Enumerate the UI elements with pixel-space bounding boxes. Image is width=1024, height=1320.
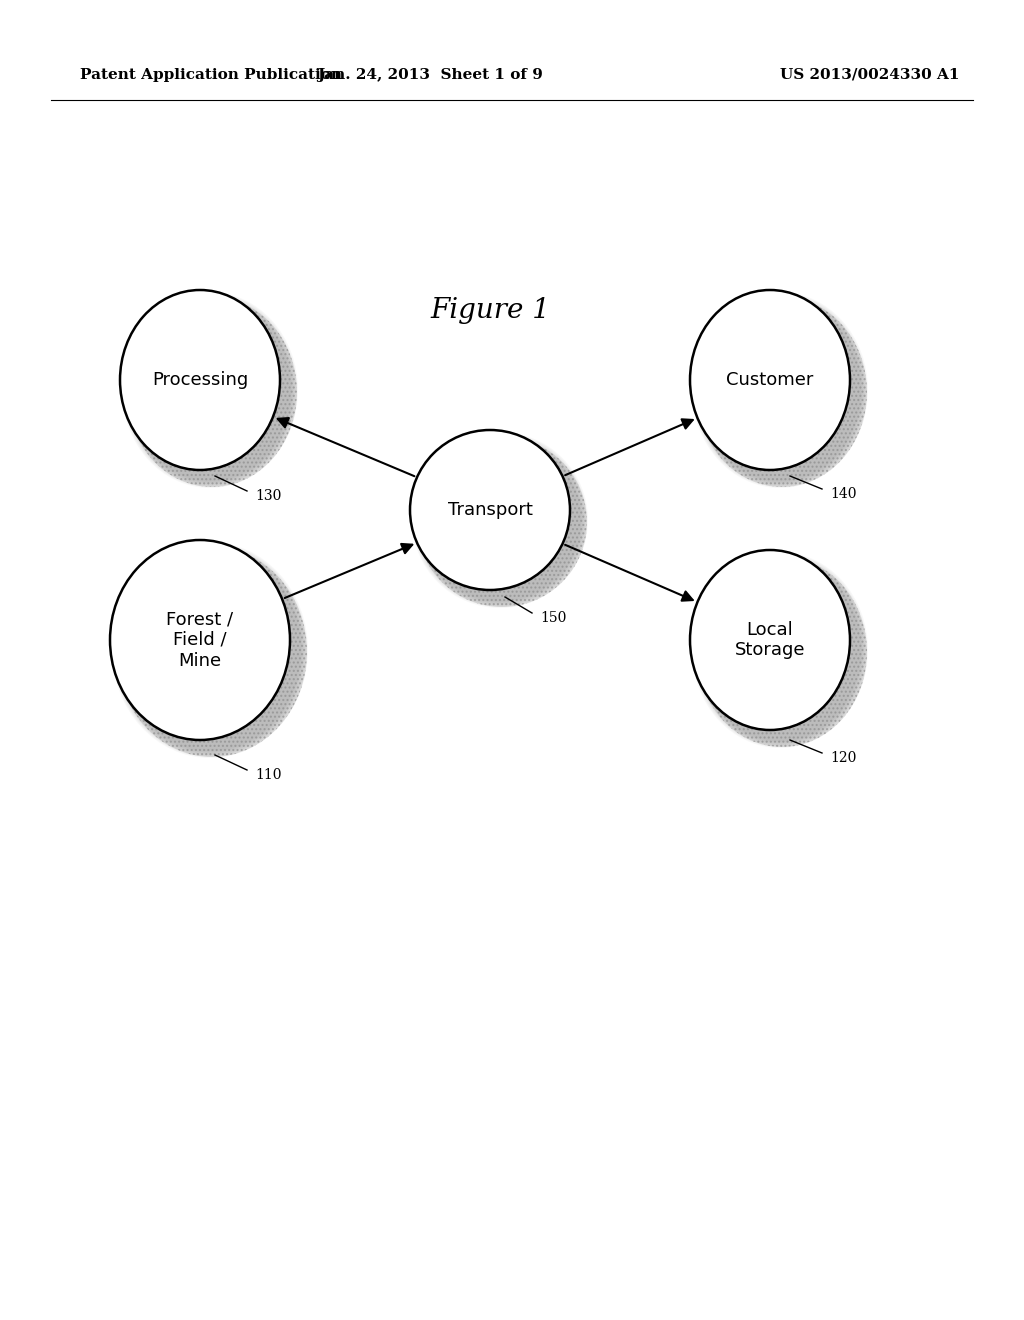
Ellipse shape: [695, 294, 865, 484]
Ellipse shape: [414, 434, 586, 606]
Ellipse shape: [698, 298, 862, 482]
Ellipse shape: [120, 290, 280, 470]
Ellipse shape: [117, 546, 303, 752]
Text: Jan. 24, 2013  Sheet 1 of 9: Jan. 24, 2013 Sheet 1 of 9: [317, 69, 543, 82]
Ellipse shape: [690, 550, 850, 730]
Ellipse shape: [117, 546, 307, 756]
Ellipse shape: [122, 292, 298, 488]
Ellipse shape: [417, 437, 583, 603]
Ellipse shape: [123, 293, 297, 487]
Text: Transport: Transport: [447, 502, 532, 519]
Ellipse shape: [415, 436, 585, 605]
Ellipse shape: [119, 549, 301, 751]
Ellipse shape: [124, 294, 296, 486]
Ellipse shape: [697, 557, 867, 747]
Ellipse shape: [695, 554, 865, 744]
Ellipse shape: [692, 552, 868, 748]
Ellipse shape: [114, 544, 306, 756]
Ellipse shape: [113, 543, 307, 756]
Text: 110: 110: [255, 768, 282, 781]
Ellipse shape: [129, 300, 291, 480]
Ellipse shape: [126, 296, 294, 484]
Ellipse shape: [693, 553, 867, 747]
Ellipse shape: [410, 430, 570, 590]
Ellipse shape: [127, 297, 293, 483]
Ellipse shape: [694, 554, 866, 746]
Ellipse shape: [128, 298, 292, 482]
Text: Patent Application Publication: Patent Application Publication: [80, 69, 342, 82]
Ellipse shape: [690, 290, 850, 470]
Ellipse shape: [699, 558, 861, 741]
Ellipse shape: [697, 297, 867, 487]
Ellipse shape: [416, 436, 584, 605]
Ellipse shape: [115, 545, 305, 755]
Ellipse shape: [110, 540, 290, 741]
Text: Customer: Customer: [726, 371, 814, 389]
Text: 150: 150: [540, 611, 566, 624]
Text: Forest /
Field /
Mine: Forest / Field / Mine: [167, 610, 233, 669]
Text: Figure 1: Figure 1: [430, 297, 550, 323]
Text: 140: 140: [830, 487, 856, 502]
Ellipse shape: [696, 296, 864, 484]
Text: US 2013/0024330 A1: US 2013/0024330 A1: [780, 69, 959, 82]
Ellipse shape: [413, 433, 587, 607]
Ellipse shape: [417, 437, 587, 607]
Ellipse shape: [127, 297, 297, 487]
Ellipse shape: [112, 543, 308, 758]
Ellipse shape: [125, 294, 295, 484]
Ellipse shape: [699, 300, 861, 480]
Text: 120: 120: [830, 751, 856, 766]
Text: 130: 130: [255, 488, 282, 503]
Ellipse shape: [697, 557, 863, 743]
Ellipse shape: [418, 438, 582, 602]
Ellipse shape: [696, 556, 864, 744]
Ellipse shape: [693, 293, 867, 487]
Ellipse shape: [412, 432, 588, 609]
Ellipse shape: [698, 558, 862, 742]
Ellipse shape: [116, 546, 304, 754]
Ellipse shape: [692, 292, 868, 488]
Ellipse shape: [694, 294, 866, 486]
Ellipse shape: [118, 548, 302, 752]
Ellipse shape: [697, 297, 863, 483]
Text: Local
Storage: Local Storage: [735, 620, 805, 660]
Ellipse shape: [419, 440, 581, 601]
Text: Processing: Processing: [152, 371, 248, 389]
